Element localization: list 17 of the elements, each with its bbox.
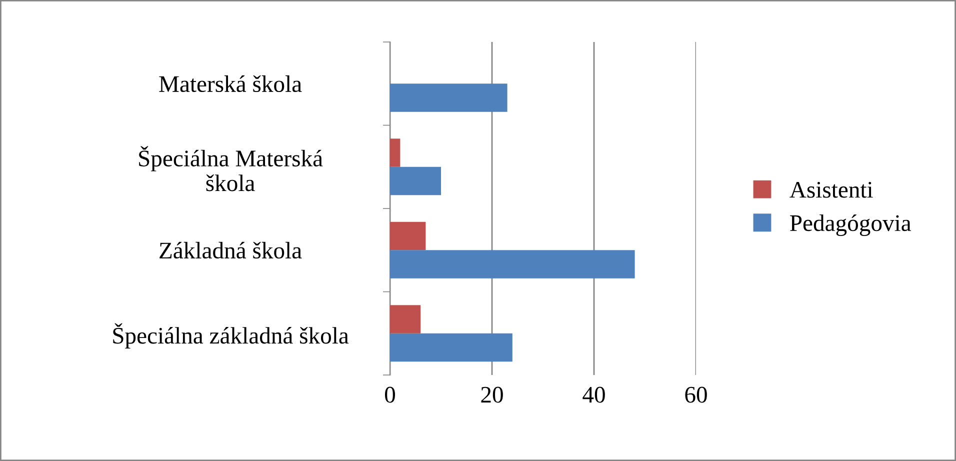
- y-tick-label: Materská škola: [159, 75, 302, 92]
- bar: [390, 305, 421, 334]
- bar: [390, 250, 635, 278]
- x-tick-label: 0: [384, 386, 396, 403]
- x-tick-label: 20: [481, 386, 503, 403]
- bar: [390, 333, 512, 362]
- y-tick-label: Základná škola: [160, 242, 302, 259]
- y-tick-label: Špeciálna Materská škola: [139, 146, 323, 192]
- bar: [390, 138, 400, 167]
- bar: [390, 222, 426, 250]
- x-tick-label: 60: [685, 386, 707, 403]
- legend-label: Pedagógovia: [790, 214, 912, 236]
- x-tick-label: 40: [582, 386, 605, 403]
- bar: [390, 166, 441, 196]
- bar: [390, 84, 508, 112]
- legend-label: Asistenti: [790, 182, 873, 198]
- y-tick-label: Špeciálna základná škola: [113, 323, 349, 349]
